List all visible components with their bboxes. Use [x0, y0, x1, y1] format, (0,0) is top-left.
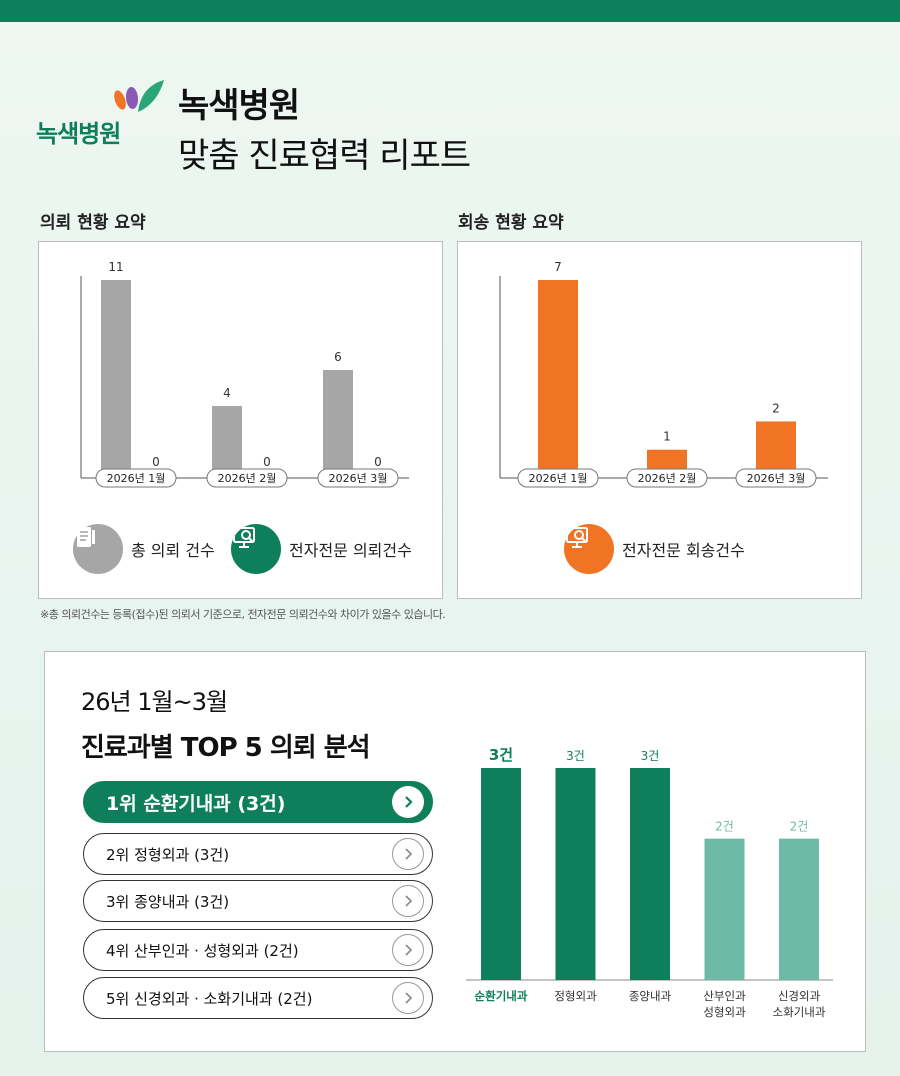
chevron-right-icon[interactable]	[392, 786, 424, 818]
rank-item-4[interactable]: 4위 산부인과 · 성형외과 (2건)	[83, 929, 433, 971]
data-label: 3건	[489, 746, 513, 764]
rank-label: 3위 종양내과 (3건)	[106, 892, 230, 911]
top5-title: 진료과별 TOP 5 의뢰 분석	[81, 733, 371, 763]
legend-label: 전자전문 의뢰건수	[289, 541, 412, 560]
chevron-right-icon[interactable]	[392, 838, 424, 870]
tick-label: 종양내과	[629, 989, 672, 1003]
top5-period: 26년 1월~3월	[81, 688, 228, 716]
monitor-search-icon	[564, 524, 614, 574]
rank-item-1[interactable]: 1위 순환기내과 (3건)	[83, 781, 433, 823]
legend-electronic-returns: 전자전문 회송건수	[564, 524, 745, 574]
tick-label: 정형외과	[554, 989, 597, 1003]
referral-summary-label: 의뢰 현황 요약	[40, 213, 146, 233]
bar	[101, 280, 131, 478]
data-label: 0	[152, 455, 160, 469]
data-label: 2건	[715, 820, 734, 834]
bar	[630, 768, 670, 980]
tick-label: 2026년 1월	[529, 472, 588, 485]
rank-label: 1위 순환기내과 (3건)	[106, 792, 286, 815]
tick-label-pill	[735, 468, 817, 488]
page-subtitle: 맞춤 진료협력 리포트	[178, 136, 471, 176]
data-label: 3건	[566, 749, 585, 763]
data-label: 0	[374, 455, 382, 469]
rank-item-5[interactable]: 5위 신경외과 · 소화기내과 (2건)	[83, 977, 433, 1019]
data-label: 11	[108, 260, 123, 274]
data-label: 3건	[641, 749, 660, 763]
document-icon	[73, 524, 123, 574]
return-summary-label: 회송 현황 요약	[458, 213, 564, 233]
bar	[212, 406, 242, 478]
tick-label: 소화기내과	[773, 1005, 826, 1019]
tick-label-pill	[206, 468, 288, 488]
tick-label-pill	[626, 468, 708, 488]
tick-label: 2026년 3월	[329, 472, 388, 485]
rank-label: 2위 정형외과 (3건)	[106, 845, 230, 864]
referral-bar-chart: 11 0 2026년 1월 4 0 2026년 2월 6 0 2026년 3월	[80, 260, 409, 488]
tick-label: 2026년 2월	[638, 472, 697, 485]
tick-label: 2026년 2월	[218, 472, 277, 485]
data-label: 6	[334, 350, 342, 364]
tick-label: 순환기내과	[475, 989, 528, 1003]
logo-text: 녹색병원	[36, 120, 121, 148]
bar	[704, 838, 745, 980]
rank-item-3[interactable]: 3위 종양내과 (3건)	[83, 880, 433, 922]
referral-chart-panel: 11 0 2026년 1월 4 0 2026년 2월 6 0 2026년 3월 총 의뢰 건수 …	[38, 241, 443, 599]
tick-label-pill	[517, 468, 599, 488]
tick-label-pill	[95, 468, 177, 488]
tick-label: 성형외과	[703, 1005, 746, 1019]
tick-label-pill	[317, 468, 399, 488]
rank-item-2[interactable]: 2위 정형외과 (3건)	[83, 833, 433, 875]
legend-electronic-referrals: 전자전문 의뢰건수	[231, 524, 412, 574]
bar	[779, 838, 819, 980]
legend-total-referrals: 총 의뢰 건수	[73, 524, 215, 574]
legend-label: 총 의뢰 건수	[131, 541, 215, 560]
monitor-search-icon	[231, 524, 281, 574]
tick-label: 2026년 1월	[107, 472, 166, 485]
rank-label: 5위 신경외과 · 소화기내과 (2건)	[106, 989, 313, 1008]
footnote: ※총 의뢰건수는 등록(접수)된 의뢰서 기준으로, 전자전문 의뢰건수와 차이…	[40, 608, 446, 621]
data-label: 1	[663, 430, 671, 444]
tick-label: 산부인과	[703, 989, 746, 1003]
bar	[555, 768, 596, 980]
page-title: 녹색병원	[178, 86, 300, 126]
rank-label: 4위 산부인과 · 성형외과 (2건)	[106, 941, 299, 960]
top5-panel: 26년 1월~3월 진료과별 TOP 5 의뢰 분석 1위 순환기내과 (3건)…	[44, 651, 866, 1052]
logo-leaf-icon	[114, 80, 164, 112]
return-chart-panel: 7 2026년 1월 1 2026년 2월 2 2026년 3월 전자전문 회송건수	[457, 241, 862, 599]
chevron-right-icon[interactable]	[392, 982, 424, 1014]
bar	[481, 768, 521, 980]
bar	[323, 370, 353, 478]
chevron-right-icon[interactable]	[392, 885, 424, 917]
data-label: 0	[263, 455, 271, 469]
legend-label: 전자전문 회송건수	[622, 541, 745, 560]
bar	[538, 280, 578, 478]
chevron-right-icon[interactable]	[392, 934, 424, 966]
data-label: 7	[554, 260, 562, 274]
data-label: 4	[223, 386, 231, 400]
return-bar-chart: 7 2026년 1월 1 2026년 2월 2 2026년 3월	[499, 260, 828, 488]
data-label: 2건	[790, 820, 809, 834]
top-bar	[0, 0, 900, 22]
logo: 녹색병원	[36, 78, 166, 148]
tick-label: 신경외과	[778, 989, 821, 1003]
tick-label: 2026년 3월	[747, 472, 806, 485]
data-label: 2	[772, 401, 780, 415]
